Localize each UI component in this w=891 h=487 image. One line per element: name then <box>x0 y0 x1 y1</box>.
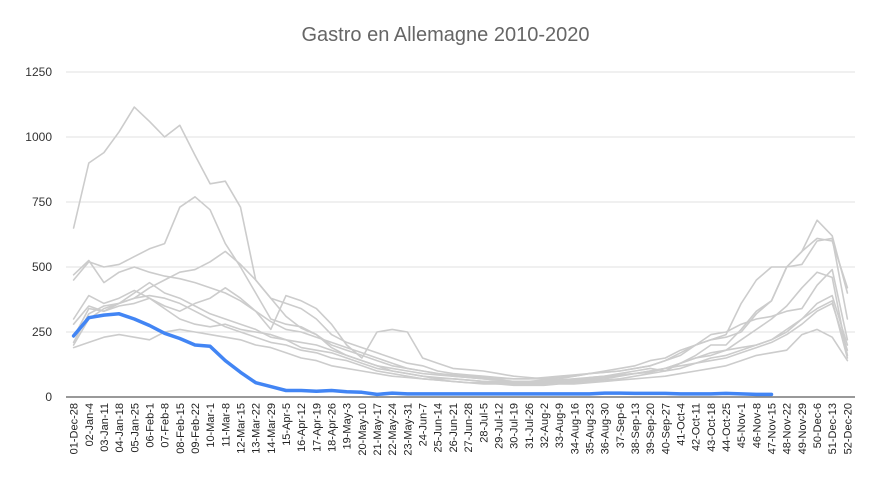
x-tick-label: 34-Aug-16 <box>569 403 581 454</box>
x-tick-label: 25-Jun-14 <box>433 403 445 453</box>
x-tick-label: 41-Oct-4 <box>676 403 688 446</box>
x-tick-label: 13-Mar-22 <box>251 403 263 454</box>
x-tick-label: 44-Oct-25 <box>721 403 733 452</box>
x-tick-label: 01-Dec-28 <box>69 403 81 454</box>
x-tick-label: 40-Sep-27 <box>660 403 672 454</box>
x-tick-label: 32-Aug-2 <box>539 403 551 448</box>
x-tick-label: 21-May-17 <box>372 403 384 456</box>
x-tick-label: 20-May-10 <box>357 403 369 456</box>
series-line <box>72 196 849 383</box>
y-tick-label: 750 <box>32 195 52 209</box>
x-tick-label: 47-Nov-15 <box>767 403 779 454</box>
x-tick-label: 38-Sep-13 <box>630 403 642 454</box>
x-tick-label: 11-Mar-8 <box>220 403 232 447</box>
x-tick-label: 46-Nov-8 <box>751 403 763 448</box>
x-tick-label: 49-Nov-29 <box>797 403 809 454</box>
x-tick-label: 07-Feb-8 <box>160 403 172 448</box>
x-tick-label: 52-Dec-20 <box>842 403 854 454</box>
x-tick-label: 10-Mar-1 <box>205 403 217 448</box>
x-tick-label: 26-Jun-21 <box>448 403 460 453</box>
y-tick-label: 1000 <box>25 130 52 144</box>
x-tick-label: 23-May-31 <box>402 403 414 456</box>
x-tick-label: 06-Feb-1 <box>144 403 156 448</box>
x-tick-label: 50-Dec-6 <box>812 403 824 448</box>
x-tick-label: 16-Apr-12 <box>296 403 308 452</box>
series-line <box>72 237 849 383</box>
grid-lines <box>66 71 855 333</box>
x-tick-label: 39-Sep-20 <box>645 403 657 454</box>
x-tick-label: 30-Jul-19 <box>509 403 521 449</box>
x-tick-label: 17-Apr-19 <box>311 403 323 452</box>
x-tick-label: 36-Aug-30 <box>600 403 612 454</box>
x-tick-label: 03-Jan-11 <box>99 403 111 452</box>
x-tick-label: 35-Aug-23 <box>584 403 596 454</box>
x-tick-label: 43-Oct-18 <box>706 403 718 452</box>
y-tick-label: 1250 <box>25 65 52 79</box>
x-tick-label: 14-Mar-29 <box>266 403 278 454</box>
x-tick-label: 09-Feb-22 <box>190 403 202 454</box>
x-tick-label: 42-Oct-11 <box>691 403 703 451</box>
y-axis: 0 250 500 750 1000 1250 <box>25 65 52 404</box>
series-lines <box>71 106 849 397</box>
x-tick-label: 24-Jun-7 <box>418 403 430 446</box>
series-line-highlight <box>71 312 774 397</box>
series-line <box>72 237 849 380</box>
x-tick-label: 45-Nov-1 <box>736 403 748 448</box>
x-tick-label: 15-Apr-5 <box>281 403 293 446</box>
x-tick-label: 29-Jul-12 <box>493 403 505 449</box>
y-tick-label: 500 <box>32 260 52 274</box>
x-tick-label: 08-Feb-15 <box>175 403 187 454</box>
x-tick-label: 27-Jun-28 <box>463 403 475 453</box>
x-tick-label: 18-Apr-26 <box>327 403 339 452</box>
x-tick-label: 04-Jan-18 <box>114 403 126 453</box>
x-tick-label: 22-May-24 <box>387 403 399 456</box>
x-tick-label: 19-May-3 <box>342 403 354 449</box>
chart-title: Gastro en Allemagne 2010-2020 <box>301 24 590 46</box>
x-tick-label: 28-Jul-5 <box>478 403 490 443</box>
x-tick-label: 12-Mar-15 <box>235 403 247 454</box>
x-tick-label: 05-Jan-25 <box>129 403 141 453</box>
y-tick-label: 250 <box>32 325 52 339</box>
y-tick-label: 0 <box>45 390 52 404</box>
series-line <box>72 328 849 387</box>
x-tick-label: 31-Jul-26 <box>524 403 536 449</box>
x-tick-label: 51-Dec-13 <box>827 403 839 454</box>
x-tick-label: 33-Aug-9 <box>554 403 566 448</box>
x-axis: 01-Dec-28 02-Jan-4 03-Jan-11 04-Jan-18 05-Ja… <box>66 396 855 456</box>
series-line <box>72 281 849 384</box>
x-tick-label: 48-Nov-22 <box>782 403 794 454</box>
x-tick-label: 37-Sep-6 <box>615 403 627 448</box>
series-line <box>72 250 849 380</box>
x-tick-label: 02-Jan-4 <box>84 403 96 446</box>
